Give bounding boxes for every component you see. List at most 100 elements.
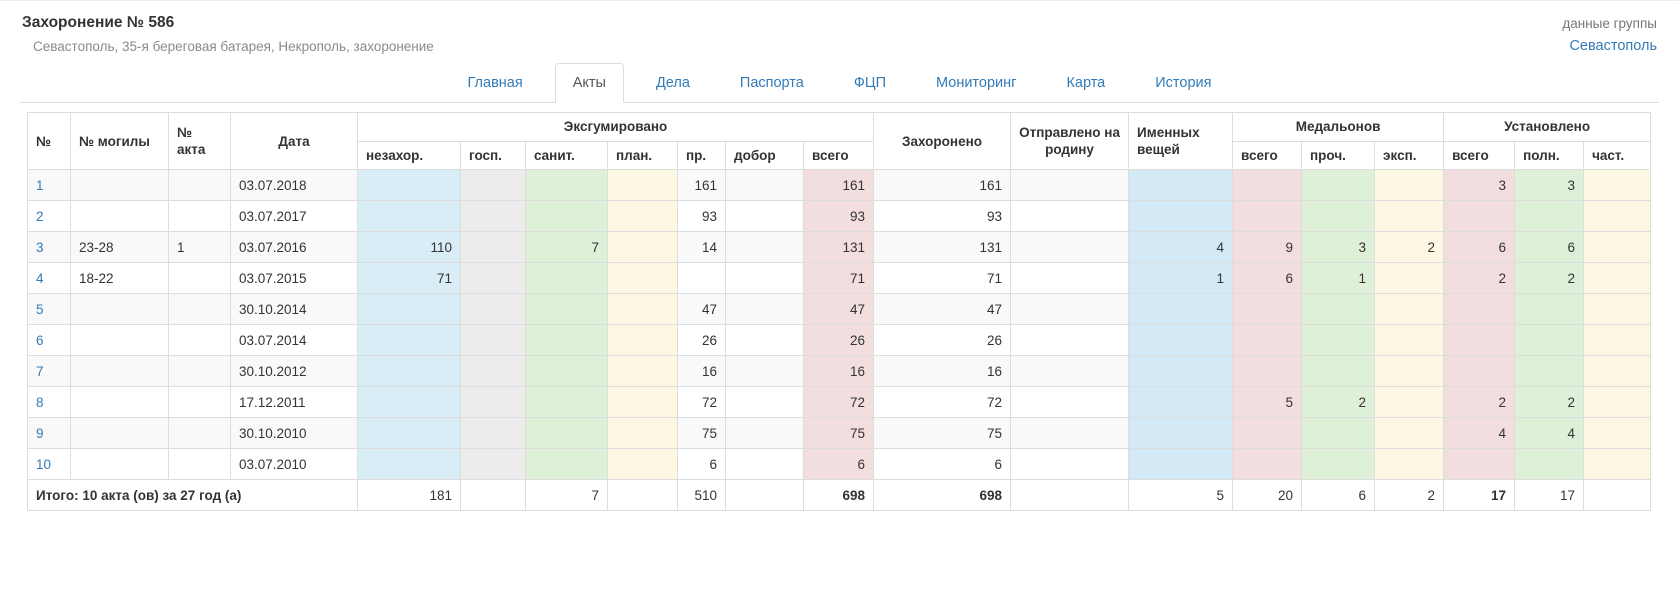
col-header-planned: план. — [607, 140, 678, 171]
cell: 3 — [1443, 169, 1516, 202]
cell: 2 — [1443, 262, 1516, 295]
cell: 1 — [27, 169, 71, 202]
cell — [460, 324, 526, 357]
cell — [168, 448, 231, 481]
cell — [168, 262, 231, 295]
cell — [1232, 293, 1303, 326]
cell: 03.07.2018 — [230, 169, 358, 202]
cell — [1374, 169, 1445, 202]
cell: 1 — [1301, 262, 1376, 295]
cell — [1010, 169, 1130, 202]
cell: 72 — [873, 386, 1012, 419]
cell — [1514, 200, 1585, 233]
col-header-named-items: Именных вещей — [1128, 112, 1234, 171]
table-row: 2 03.07.2017 93 93 93 — [27, 200, 1652, 233]
cell: 4 — [27, 262, 71, 295]
cell — [1374, 324, 1445, 357]
tab-3[interactable]: Дела — [655, 75, 690, 92]
table-row: 4 18-22 03.07.2015 71 71 71 1 6 1 2 2 — [27, 262, 1652, 295]
row-number-link[interactable]: 8 — [36, 394, 44, 410]
tab-5[interactable]: ФЦП — [853, 75, 887, 92]
cell: 3 — [1301, 231, 1376, 264]
cell: 71 — [357, 262, 461, 295]
cell — [1583, 200, 1652, 233]
burial-heading: Захоронение № 586 Севастополь, 35-я бере… — [22, 14, 434, 54]
row-number-link[interactable]: 10 — [36, 456, 52, 472]
cell — [460, 293, 526, 326]
cell: 26 — [873, 324, 1012, 357]
row-number-link[interactable]: 3 — [36, 239, 44, 255]
cell: 8 — [27, 386, 71, 419]
tabs: Главная Акты Дела Паспорта ФЦП Мониторинг Карт… — [20, 63, 1659, 104]
cell — [1010, 386, 1130, 419]
table-header: № № могилы № акта Дата Эксгумировано Зах… — [27, 112, 1652, 171]
cell: 47 — [677, 293, 726, 326]
cell — [725, 417, 804, 450]
cell — [168, 200, 231, 233]
row-number-link[interactable]: 2 — [36, 208, 44, 224]
tab-6[interactable]: Мониторинг — [936, 75, 1017, 92]
cell: 10 — [27, 448, 71, 481]
totals-cell: 698 — [802, 479, 875, 512]
cell: 03.07.2015 — [230, 262, 358, 295]
group-city-link[interactable]: Севастополь — [1569, 37, 1657, 54]
totals-cell: 510 — [677, 479, 726, 512]
cell: 7 — [525, 231, 608, 264]
col-header-date: Дата — [230, 112, 358, 171]
cell — [70, 386, 169, 419]
cell — [525, 417, 608, 450]
cell: 30.10.2014 — [230, 293, 358, 326]
cell — [357, 448, 461, 481]
table-row: 8 17.12.2011 72 72 72 5 2 2 2 — [27, 386, 1652, 419]
col-header-grave: № могилы — [70, 112, 169, 171]
row-number-link[interactable]: 4 — [36, 270, 44, 286]
cell — [460, 417, 526, 450]
col-header-installed-full: полн. — [1514, 140, 1585, 171]
row-number-link[interactable]: 9 — [36, 425, 44, 441]
cell: 75 — [873, 417, 1012, 450]
cell: 7 — [27, 355, 71, 388]
tab-1[interactable]: Главная — [467, 75, 523, 92]
cell — [1128, 448, 1234, 481]
cell — [1010, 262, 1130, 295]
cell: 6 — [677, 448, 726, 481]
page-title: Захоронение № 586 — [22, 14, 175, 31]
cell — [725, 355, 804, 388]
cell — [357, 293, 461, 326]
totals-cell: 2 — [1374, 479, 1445, 512]
cell: 93 — [677, 200, 726, 233]
cell — [1374, 355, 1445, 388]
tab-7[interactable]: Карта — [1066, 75, 1106, 92]
cell — [460, 448, 526, 481]
cell: 1 — [168, 231, 231, 264]
cell — [1232, 417, 1303, 450]
cell: 6 — [1232, 262, 1303, 295]
cell: 16 — [873, 355, 1012, 388]
cell — [168, 355, 231, 388]
cell — [1301, 324, 1376, 357]
cell — [725, 169, 804, 202]
cell — [1514, 355, 1585, 388]
cell — [607, 200, 678, 233]
cell — [1010, 324, 1130, 357]
col-header-medallions-expert: эксп. — [1374, 140, 1445, 171]
cell — [357, 324, 461, 357]
tab-2-active[interactable]: Акты — [554, 63, 624, 104]
cell — [607, 231, 678, 264]
cell — [1232, 448, 1303, 481]
cell — [607, 324, 678, 357]
cell — [1443, 293, 1516, 326]
row-number-link[interactable]: 6 — [36, 332, 44, 348]
row-number-link[interactable]: 5 — [36, 301, 44, 317]
row-number-link[interactable]: 7 — [36, 363, 44, 379]
cell — [725, 262, 804, 295]
row-number-link[interactable]: 1 — [36, 177, 44, 193]
tab-4[interactable]: Паспорта — [739, 75, 804, 92]
tab-8[interactable]: История — [1155, 75, 1212, 92]
cell — [70, 448, 169, 481]
cell — [1301, 200, 1376, 233]
col-header-installed-total: всего — [1443, 140, 1516, 171]
cell — [1010, 231, 1130, 264]
cell — [1010, 200, 1130, 233]
